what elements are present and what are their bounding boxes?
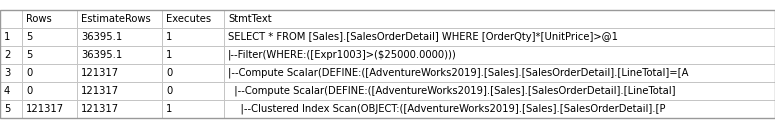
Bar: [22, 100, 77, 118]
Bar: [22, 28, 77, 46]
Bar: [0, 82, 22, 100]
Bar: [224, 64, 775, 82]
Bar: [0, 28, 22, 46]
Text: 1: 1: [166, 50, 172, 60]
Text: |--Clustered Index Scan(OBJECT:([AdventureWorks2019].[Sales].[SalesOrderDetail].: |--Clustered Index Scan(OBJECT:([Adventu…: [228, 104, 666, 114]
Bar: [0, 10, 22, 28]
Text: 0: 0: [166, 86, 172, 96]
Text: 0: 0: [26, 68, 33, 78]
Bar: [224, 82, 775, 100]
Bar: [22, 10, 77, 28]
Bar: [162, 100, 224, 118]
Bar: [77, 100, 162, 118]
Text: 0: 0: [26, 86, 33, 96]
Text: 121317: 121317: [81, 68, 119, 78]
Text: EstimateRows: EstimateRows: [81, 14, 151, 24]
Text: 36395.1: 36395.1: [81, 50, 122, 60]
Bar: [22, 46, 77, 64]
Bar: [0, 10, 775, 118]
Bar: [22, 82, 77, 100]
Bar: [162, 46, 224, 64]
Text: 3: 3: [4, 68, 10, 78]
Text: 36395.1: 36395.1: [81, 32, 122, 42]
Text: 1: 1: [166, 32, 172, 42]
Bar: [224, 28, 775, 46]
Text: 121317: 121317: [81, 104, 119, 114]
Bar: [22, 64, 77, 82]
Text: 5: 5: [26, 50, 33, 60]
Text: 5: 5: [26, 32, 33, 42]
Text: 121317: 121317: [26, 104, 64, 114]
Text: 121317: 121317: [81, 86, 119, 96]
Bar: [77, 64, 162, 82]
Bar: [0, 64, 22, 82]
Bar: [77, 82, 162, 100]
Bar: [162, 28, 224, 46]
Text: Rows: Rows: [26, 14, 52, 24]
Text: Executes: Executes: [166, 14, 211, 24]
Bar: [162, 82, 224, 100]
Text: SELECT * FROM [Sales].[SalesOrderDetail] WHERE [OrderQty]*[UnitPrice]>@1: SELECT * FROM [Sales].[SalesOrderDetail]…: [228, 32, 618, 42]
Text: StmtText: StmtText: [228, 14, 271, 24]
Bar: [224, 10, 775, 28]
Bar: [0, 46, 22, 64]
Text: |--Compute Scalar(DEFINE:([AdventureWorks2019].[Sales].[SalesOrderDetail].[LineT: |--Compute Scalar(DEFINE:([AdventureWork…: [228, 68, 688, 78]
Text: 0: 0: [166, 68, 172, 78]
Bar: [224, 100, 775, 118]
Text: 2: 2: [4, 50, 10, 60]
Bar: [0, 100, 22, 118]
Bar: [77, 46, 162, 64]
Text: 1: 1: [4, 32, 10, 42]
Text: |--Compute Scalar(DEFINE:([AdventureWorks2019].[Sales].[SalesOrderDetail].[LineT: |--Compute Scalar(DEFINE:([AdventureWork…: [228, 86, 676, 96]
Text: 5: 5: [4, 104, 10, 114]
Bar: [77, 28, 162, 46]
Bar: [162, 10, 224, 28]
Bar: [162, 64, 224, 82]
Text: 4: 4: [4, 86, 10, 96]
Text: 1: 1: [166, 104, 172, 114]
Bar: [224, 46, 775, 64]
Bar: [77, 10, 162, 28]
Text: |--Filter(WHERE:([Expr1003]>($25000.0000))): |--Filter(WHERE:([Expr1003]>($25000.0000…: [228, 50, 456, 60]
